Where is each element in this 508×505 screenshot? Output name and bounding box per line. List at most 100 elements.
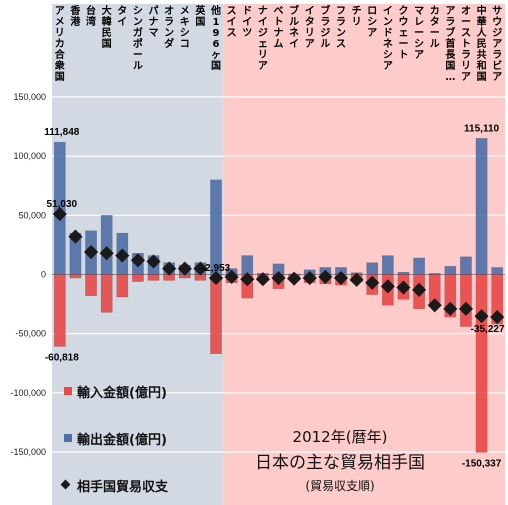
category-label: オーストラリア [461, 5, 471, 83]
category-label: クウェート [398, 5, 408, 61]
category-label: マレーシア [414, 6, 424, 61]
legend-item-balance: 相手国貿易収支 [60, 479, 169, 495]
balance-marker [458, 301, 474, 316]
balance-marker [349, 272, 364, 287]
category-label: フランス [336, 5, 346, 50]
import-bar [69, 274, 82, 279]
data-label: 111,848 [44, 127, 79, 138]
y-tick-label: -100,000 [10, 388, 46, 398]
import-bar [100, 274, 113, 313]
legend-item-import: 輸入金額(億円) [64, 385, 167, 401]
balance-marker [240, 272, 255, 287]
title-block: 2012年(暦年) 日本の主な貿易相手国 (貿易収支順) [255, 428, 425, 493]
category-label: チリ [352, 5, 362, 28]
y-axis-tick-labels: 150,000 100,000 50,000 0 -50,000 -100,000 -150… [10, 92, 46, 457]
balance-marker [490, 310, 505, 325]
category-label: インドネシア [383, 5, 393, 72]
import-bar [132, 274, 144, 282]
y-tick-label: -50,000 [15, 329, 46, 339]
category-label: スイス [227, 5, 237, 39]
legend-label-balance: 相手国貿易収支 [77, 479, 169, 495]
balance-marker [396, 280, 411, 295]
data-label: -60,818 [45, 352, 79, 363]
category-label: タイ [117, 5, 127, 28]
category-label: ロシア [367, 6, 377, 39]
data-label: 51,030 [47, 199, 78, 210]
import-bar [116, 274, 129, 298]
data-label: 115,110 [464, 123, 499, 134]
chart-title: 2012年(暦年) [293, 428, 388, 446]
import-bar [460, 274, 472, 327]
import-bar [444, 274, 457, 318]
chart-subtitle: 日本の主な貿易相手国 [255, 453, 425, 473]
category-label: メキシコ [180, 5, 190, 50]
category-label: パナマ [149, 5, 159, 39]
category-label: ベトナム [274, 5, 284, 50]
category-label: アラブ首長国… [445, 5, 456, 83]
legend-swatch-export [64, 434, 72, 442]
export-bar [413, 257, 425, 275]
category-label: オランダ [164, 5, 174, 50]
category-label: イタリア [305, 5, 315, 50]
export-bar [475, 138, 488, 275]
y-tick-label: 150,000 [13, 92, 46, 102]
balance-marker [177, 261, 192, 276]
category-label: アメリカ合衆国 [54, 5, 66, 83]
data-label: -150,337 [462, 458, 502, 469]
category-label: 大韓民国 [102, 4, 112, 50]
legend-item-export: 輸出金額(億円) [64, 432, 167, 448]
category-label: サウジアラビア [492, 5, 502, 83]
export-bar [241, 255, 254, 275]
balance-marker [427, 298, 442, 313]
y-tick-label: -150,000 [10, 447, 46, 457]
balance-marker [224, 269, 239, 284]
data-label: -2,953 [202, 263, 231, 274]
balance-marker [380, 279, 395, 294]
y-tick-label: 0 [41, 270, 46, 280]
export-bar [210, 179, 222, 275]
balance-marker [365, 275, 380, 290]
balance-marker [412, 282, 427, 297]
balance-marker [271, 270, 286, 286]
balance-marker [146, 254, 161, 269]
export-bar [460, 256, 472, 275]
balance-marker [302, 270, 317, 286]
category-label: シンガポール [133, 5, 143, 72]
balance-marker [193, 261, 208, 276]
category-label: 台湾 [86, 4, 96, 28]
export-bar [444, 265, 457, 275]
legend-swatch-import [64, 387, 72, 395]
category-label: ブラジル [320, 4, 330, 50]
category-label: 英国 [194, 4, 206, 28]
legend-label-import: 輸入金額(億円) [77, 385, 167, 401]
y-tick-label: 50,000 [18, 210, 46, 220]
category-label: カタール [430, 5, 440, 50]
region-deficit [223, 4, 506, 505]
chart-note: (貿易収支順) [305, 479, 374, 493]
balance-marker [287, 271, 302, 286]
import-bar [210, 274, 222, 355]
category-label: ドイツ [242, 5, 252, 39]
background-regions [52, 4, 506, 505]
balance-marker [474, 309, 489, 324]
import-bar [147, 274, 160, 281]
export-bar [100, 215, 113, 275]
import-bar [491, 274, 504, 325]
category-label: 他 1 9 6 ヶ国 [210, 4, 221, 72]
category-label: ナイジェリア [258, 5, 268, 72]
export-bar [366, 262, 379, 275]
export-bar [491, 267, 504, 275]
export-bar [381, 255, 394, 275]
balance-marker [318, 269, 333, 284]
legend-label-export: 輸出金額(億円) [77, 432, 167, 448]
export-bar [397, 271, 410, 275]
balance-marker [255, 272, 270, 287]
data-labels: 111,848 51,030 -60,818 -2,953 115,110 -35,227… [44, 123, 505, 469]
category-label: 中華人民共和国 [476, 4, 488, 83]
category-label: 香港 [70, 4, 81, 28]
balance-marker [333, 270, 349, 286]
y-tick-label: 100,000 [13, 151, 46, 161]
balance-marker [208, 270, 224, 286]
